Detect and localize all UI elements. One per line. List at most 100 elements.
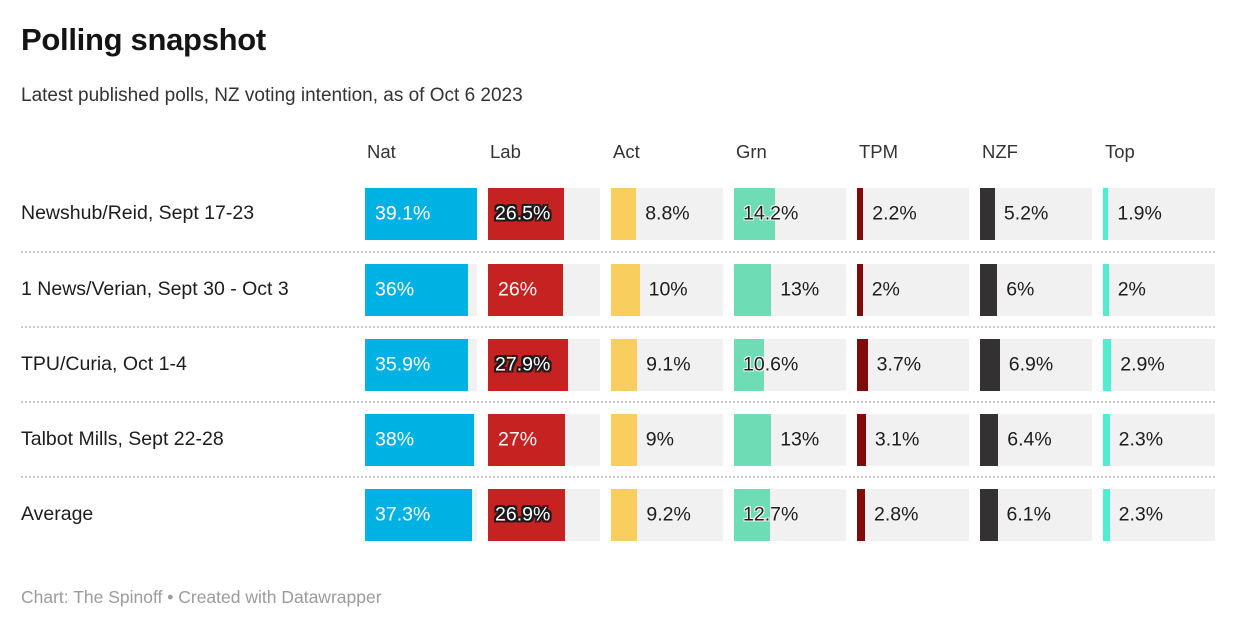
poll-cell-lab: 27% xyxy=(488,413,600,466)
value-label: 6.1% xyxy=(1006,503,1051,526)
lab-bar xyxy=(488,488,566,541)
value-label: 9.1% xyxy=(646,353,691,376)
column-header-top: Top xyxy=(1105,141,1135,163)
value-label: 2.9% xyxy=(1120,353,1165,376)
value-label: 13% xyxy=(780,278,820,301)
nzf-bar xyxy=(980,338,1000,391)
poll-cell-grn: 13% xyxy=(734,413,846,466)
poll-cell-nzf: 6.1% xyxy=(980,488,1092,541)
poll-cell-tpm: 2.8% xyxy=(857,488,969,541)
poll-cell-tpm: 3.1% xyxy=(857,413,969,466)
poll-cell-tpm: 2% xyxy=(857,263,969,316)
poll-cell-nzf: 6% xyxy=(980,263,1092,316)
value-label: 26.5% xyxy=(495,202,551,225)
row-label: Average xyxy=(21,503,94,526)
poll-cell-act: 9.2% xyxy=(611,488,723,541)
row-label: Talbot Mills, Sept 22-28 xyxy=(21,428,224,451)
lab-bar xyxy=(488,263,563,316)
value-label: 26.9% xyxy=(495,503,551,526)
act-bar xyxy=(611,488,638,541)
column-header-tpm: TPM xyxy=(859,141,899,163)
row-label: Newshub/Reid, Sept 17-23 xyxy=(21,202,255,225)
poll-cell-nzf: 5.2% xyxy=(980,187,1092,240)
table-row: Talbot Mills, Sept 22-28 38% 27% 9% 13% 3.1% 6… xyxy=(21,401,1215,476)
poll-cell-nat: 37.3% xyxy=(365,488,477,541)
lab-bar xyxy=(488,338,568,391)
row-label: 1 News/Verian, Sept 30 - Oct 3 xyxy=(21,278,289,301)
poll-cell-top: 2.3% xyxy=(1103,488,1215,541)
value-label: 2.2% xyxy=(872,202,917,225)
lab-bar xyxy=(488,413,566,466)
nat-bar xyxy=(365,413,474,466)
grn-bar xyxy=(734,488,771,541)
nat-bar xyxy=(365,263,469,316)
poll-cell-nzf: 6.9% xyxy=(980,338,1092,391)
poll-cell-grn: 13% xyxy=(734,263,846,316)
column-header-nat: Nat xyxy=(367,141,396,163)
grn-bar xyxy=(734,338,765,391)
value-label: 39.1% xyxy=(375,202,431,225)
nat-bar xyxy=(365,488,472,541)
value-label: 3.7% xyxy=(876,353,922,376)
grn-bar xyxy=(734,187,775,240)
poll-cell-tpm: 2.2% xyxy=(857,187,969,240)
poll-cell-grn: 12.7% xyxy=(734,488,846,541)
top-bar xyxy=(1103,338,1112,391)
nzf-bar xyxy=(980,187,995,240)
tpm-bar xyxy=(857,413,866,466)
value-label: 38% xyxy=(375,428,415,451)
poll-cell-lab: 26.5% xyxy=(488,187,600,240)
table-row: TPU/Curia, Oct 1-4 35.9% 27.9% 9.1% 10.6% 3.7… xyxy=(21,326,1215,401)
value-label: 12.7% xyxy=(743,503,799,526)
poll-cell-act: 8.8% xyxy=(611,187,723,240)
top-bar xyxy=(1103,488,1110,541)
poll-cell-top: 2.9% xyxy=(1103,338,1215,391)
act-bar xyxy=(611,413,637,466)
poll-cell-nzf: 6.4% xyxy=(980,413,1092,466)
column-header-lab: Lab xyxy=(490,141,521,163)
tpm-bar xyxy=(857,263,863,316)
row-label: TPU/Curia, Oct 1-4 xyxy=(21,353,187,376)
poll-cell-grn: 14.2% xyxy=(734,187,846,240)
value-label: 2% xyxy=(871,278,900,301)
value-label: 13% xyxy=(780,428,820,451)
value-label: 6% xyxy=(1006,278,1035,301)
poll-cell-lab: 26% xyxy=(488,263,600,316)
poll-cell-lab: 26.9% xyxy=(488,488,600,541)
column-header-act: Act xyxy=(613,141,640,163)
value-label: 27.9% xyxy=(495,353,551,376)
lab-bar xyxy=(488,187,564,240)
top-bar xyxy=(1103,413,1110,466)
poll-cell-tpm: 3.7% xyxy=(857,338,969,391)
top-bar xyxy=(1103,263,1109,316)
table-body: Newshub/Reid, Sept 17-23 39.1% 26.5% 8.8% 14… xyxy=(21,176,1215,551)
act-bar xyxy=(611,187,637,240)
nat-bar xyxy=(365,187,477,240)
value-label: 2% xyxy=(1117,278,1146,301)
value-label: 9.2% xyxy=(646,503,691,526)
tpm-bar xyxy=(857,187,864,240)
column-header-nzf: NZF xyxy=(982,141,1018,163)
poll-cell-nat: 35.9% xyxy=(365,338,477,391)
poll-cell-act: 10% xyxy=(611,263,723,316)
column-header-grn: Grn xyxy=(736,141,767,163)
value-label: 26% xyxy=(498,278,538,301)
value-label: 6.4% xyxy=(1007,428,1052,451)
value-label: 36% xyxy=(375,278,415,301)
value-label: 1.9% xyxy=(1117,202,1162,225)
poll-cell-top: 2.3% xyxy=(1103,413,1215,466)
value-label: 3.1% xyxy=(874,428,920,451)
value-label: 35.9% xyxy=(375,353,431,376)
act-bar xyxy=(611,338,638,391)
value-label: 6.9% xyxy=(1008,353,1054,376)
polling-table: Nat Lab Act Grn TPM NZF Top Newshub/Reid… xyxy=(21,141,1215,551)
value-label: 10% xyxy=(648,278,688,301)
poll-cell-top: 1.9% xyxy=(1103,187,1215,240)
value-label: 27% xyxy=(498,428,538,451)
nat-bar xyxy=(365,338,468,391)
poll-cell-lab: 27.9% xyxy=(488,338,600,391)
poll-cell-nat: 36% xyxy=(365,263,477,316)
nzf-bar xyxy=(980,263,998,316)
table-row: Average 37.3% 26.9% 9.2% 12.7% 2.8% 6.1% 2.3% xyxy=(21,476,1215,551)
